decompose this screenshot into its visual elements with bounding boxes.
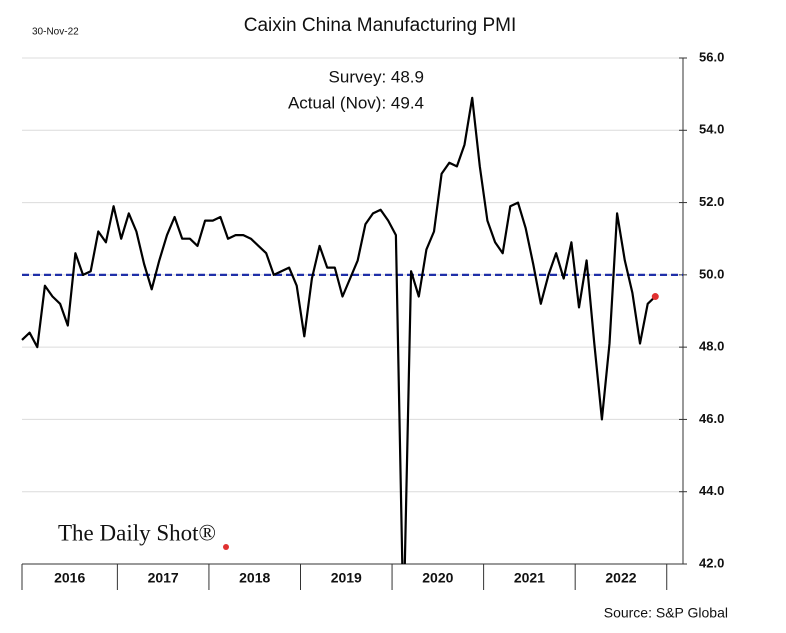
last-point [651,293,659,301]
y-tick-label: 54.0 [699,122,724,137]
x-tick-label: 2022 [605,570,636,586]
y-tick-label: 50.0 [699,266,724,281]
y-tick-label: 52.0 [699,194,724,209]
watermark-dot [223,544,229,550]
y-tick-label: 42.0 [699,555,724,570]
y-tick-label: 56.0 [699,49,724,64]
date-note: 30-Nov-22 [32,27,79,38]
watermark: The Daily Shot® [58,520,216,545]
x-tick-label: 2017 [148,570,179,586]
annotation: Survey: 48.9 [329,67,424,86]
y-tick-label: 46.0 [699,411,724,426]
x-tick-label: 2019 [331,570,362,586]
x-tick-label: 2018 [239,570,270,586]
chart-title: Caixin China Manufacturing PMI [244,15,516,36]
x-tick-label: 2021 [514,570,545,586]
x-tick-label: 2020 [422,570,453,586]
y-tick-label: 44.0 [699,483,724,498]
annotation: Actual (Nov): 49.4 [288,93,424,112]
x-tick-label: 2016 [54,570,85,586]
y-tick-label: 48.0 [699,339,724,354]
source: Source: S&P Global [604,605,728,621]
line-series [21,96,657,564]
